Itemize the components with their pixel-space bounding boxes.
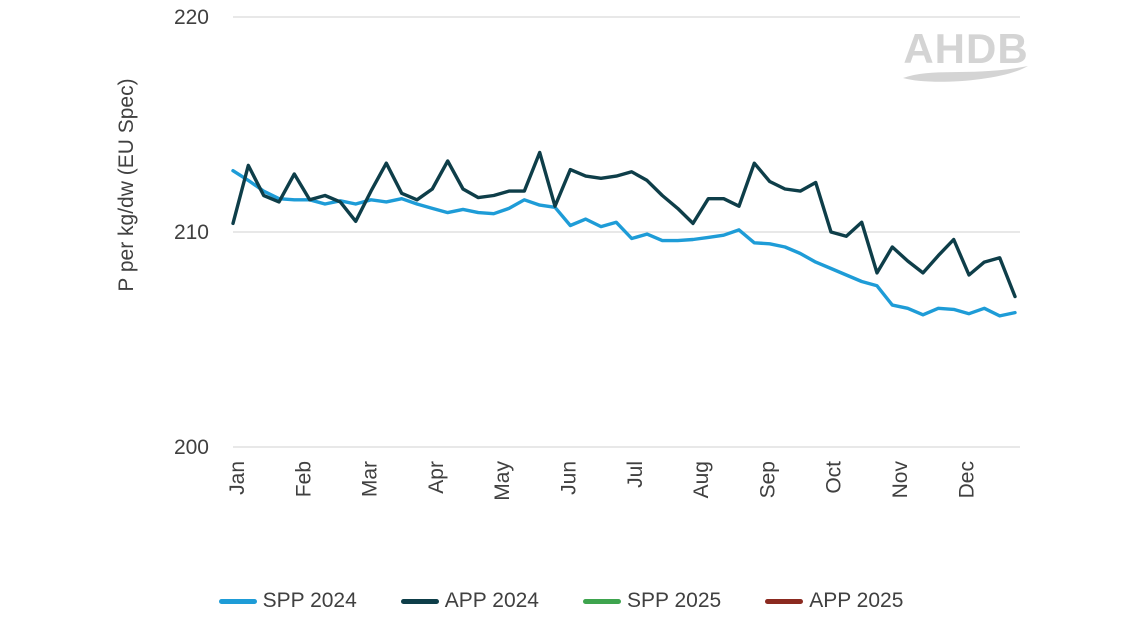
series-line-spp-2024: [231, 168, 1017, 318]
legend-label-app-2025: APP 2025: [809, 589, 904, 612]
line-chart: 220 210 200 Jan Feb Mar Apr May Jun Jul Aug Sep Oct N…: [174, 6, 1020, 501]
x-tick-label: Dec: [955, 461, 978, 498]
x-tick-label: Mar: [359, 461, 382, 497]
legend-label-spp-2025: SPP 2025: [627, 589, 722, 612]
legend-item-spp-2024: SPP 2024: [218, 589, 357, 613]
spp-2024-swatch-icon: [218, 598, 257, 604]
x-tick-label: Jun: [558, 461, 581, 495]
app-2025-swatch-icon: [765, 598, 804, 604]
x-tick-label: Jan: [226, 461, 249, 495]
x-tick-label: Sep: [756, 461, 779, 498]
legend-label-app-2024: APP 2024: [444, 589, 539, 612]
legend-item-spp-2025: SPP 2025: [583, 589, 721, 613]
app-2024-swatch-icon: [400, 598, 439, 604]
y-tick-label: 210: [174, 221, 209, 244]
x-tick-label: Apr: [425, 461, 448, 494]
series-line-app-2024: [231, 150, 1017, 299]
legend-item-app-2025: APP 2025: [765, 589, 903, 613]
x-tick-label: Jul: [624, 461, 647, 488]
spp-2025-swatch-icon: [583, 598, 621, 604]
x-tick-label: Nov: [889, 461, 912, 499]
x-tick-label: Oct: [823, 461, 846, 494]
ahdb-logo-swoosh-icon: [903, 66, 1028, 82]
y-axis-title: P per kg/dw (EU Spec): [115, 78, 138, 292]
legend-label-spp-2024: SPP 2024: [262, 589, 357, 612]
x-tick-label: Feb: [292, 461, 315, 497]
ahdb-logo: AHDB: [901, 28, 1031, 86]
chart-legend: SPP 2024 APP 2024 SPP 2025 APP 2025: [0, 589, 1122, 613]
y-tick-label: 200: [174, 436, 209, 459]
x-tick-label: Aug: [690, 461, 713, 498]
ahdb-logo-text: AHDB: [903, 25, 1029, 72]
x-tick-label: May: [491, 461, 514, 501]
legend-item-app-2024: APP 2024: [400, 589, 539, 613]
y-tick-label: 220: [174, 6, 209, 29]
